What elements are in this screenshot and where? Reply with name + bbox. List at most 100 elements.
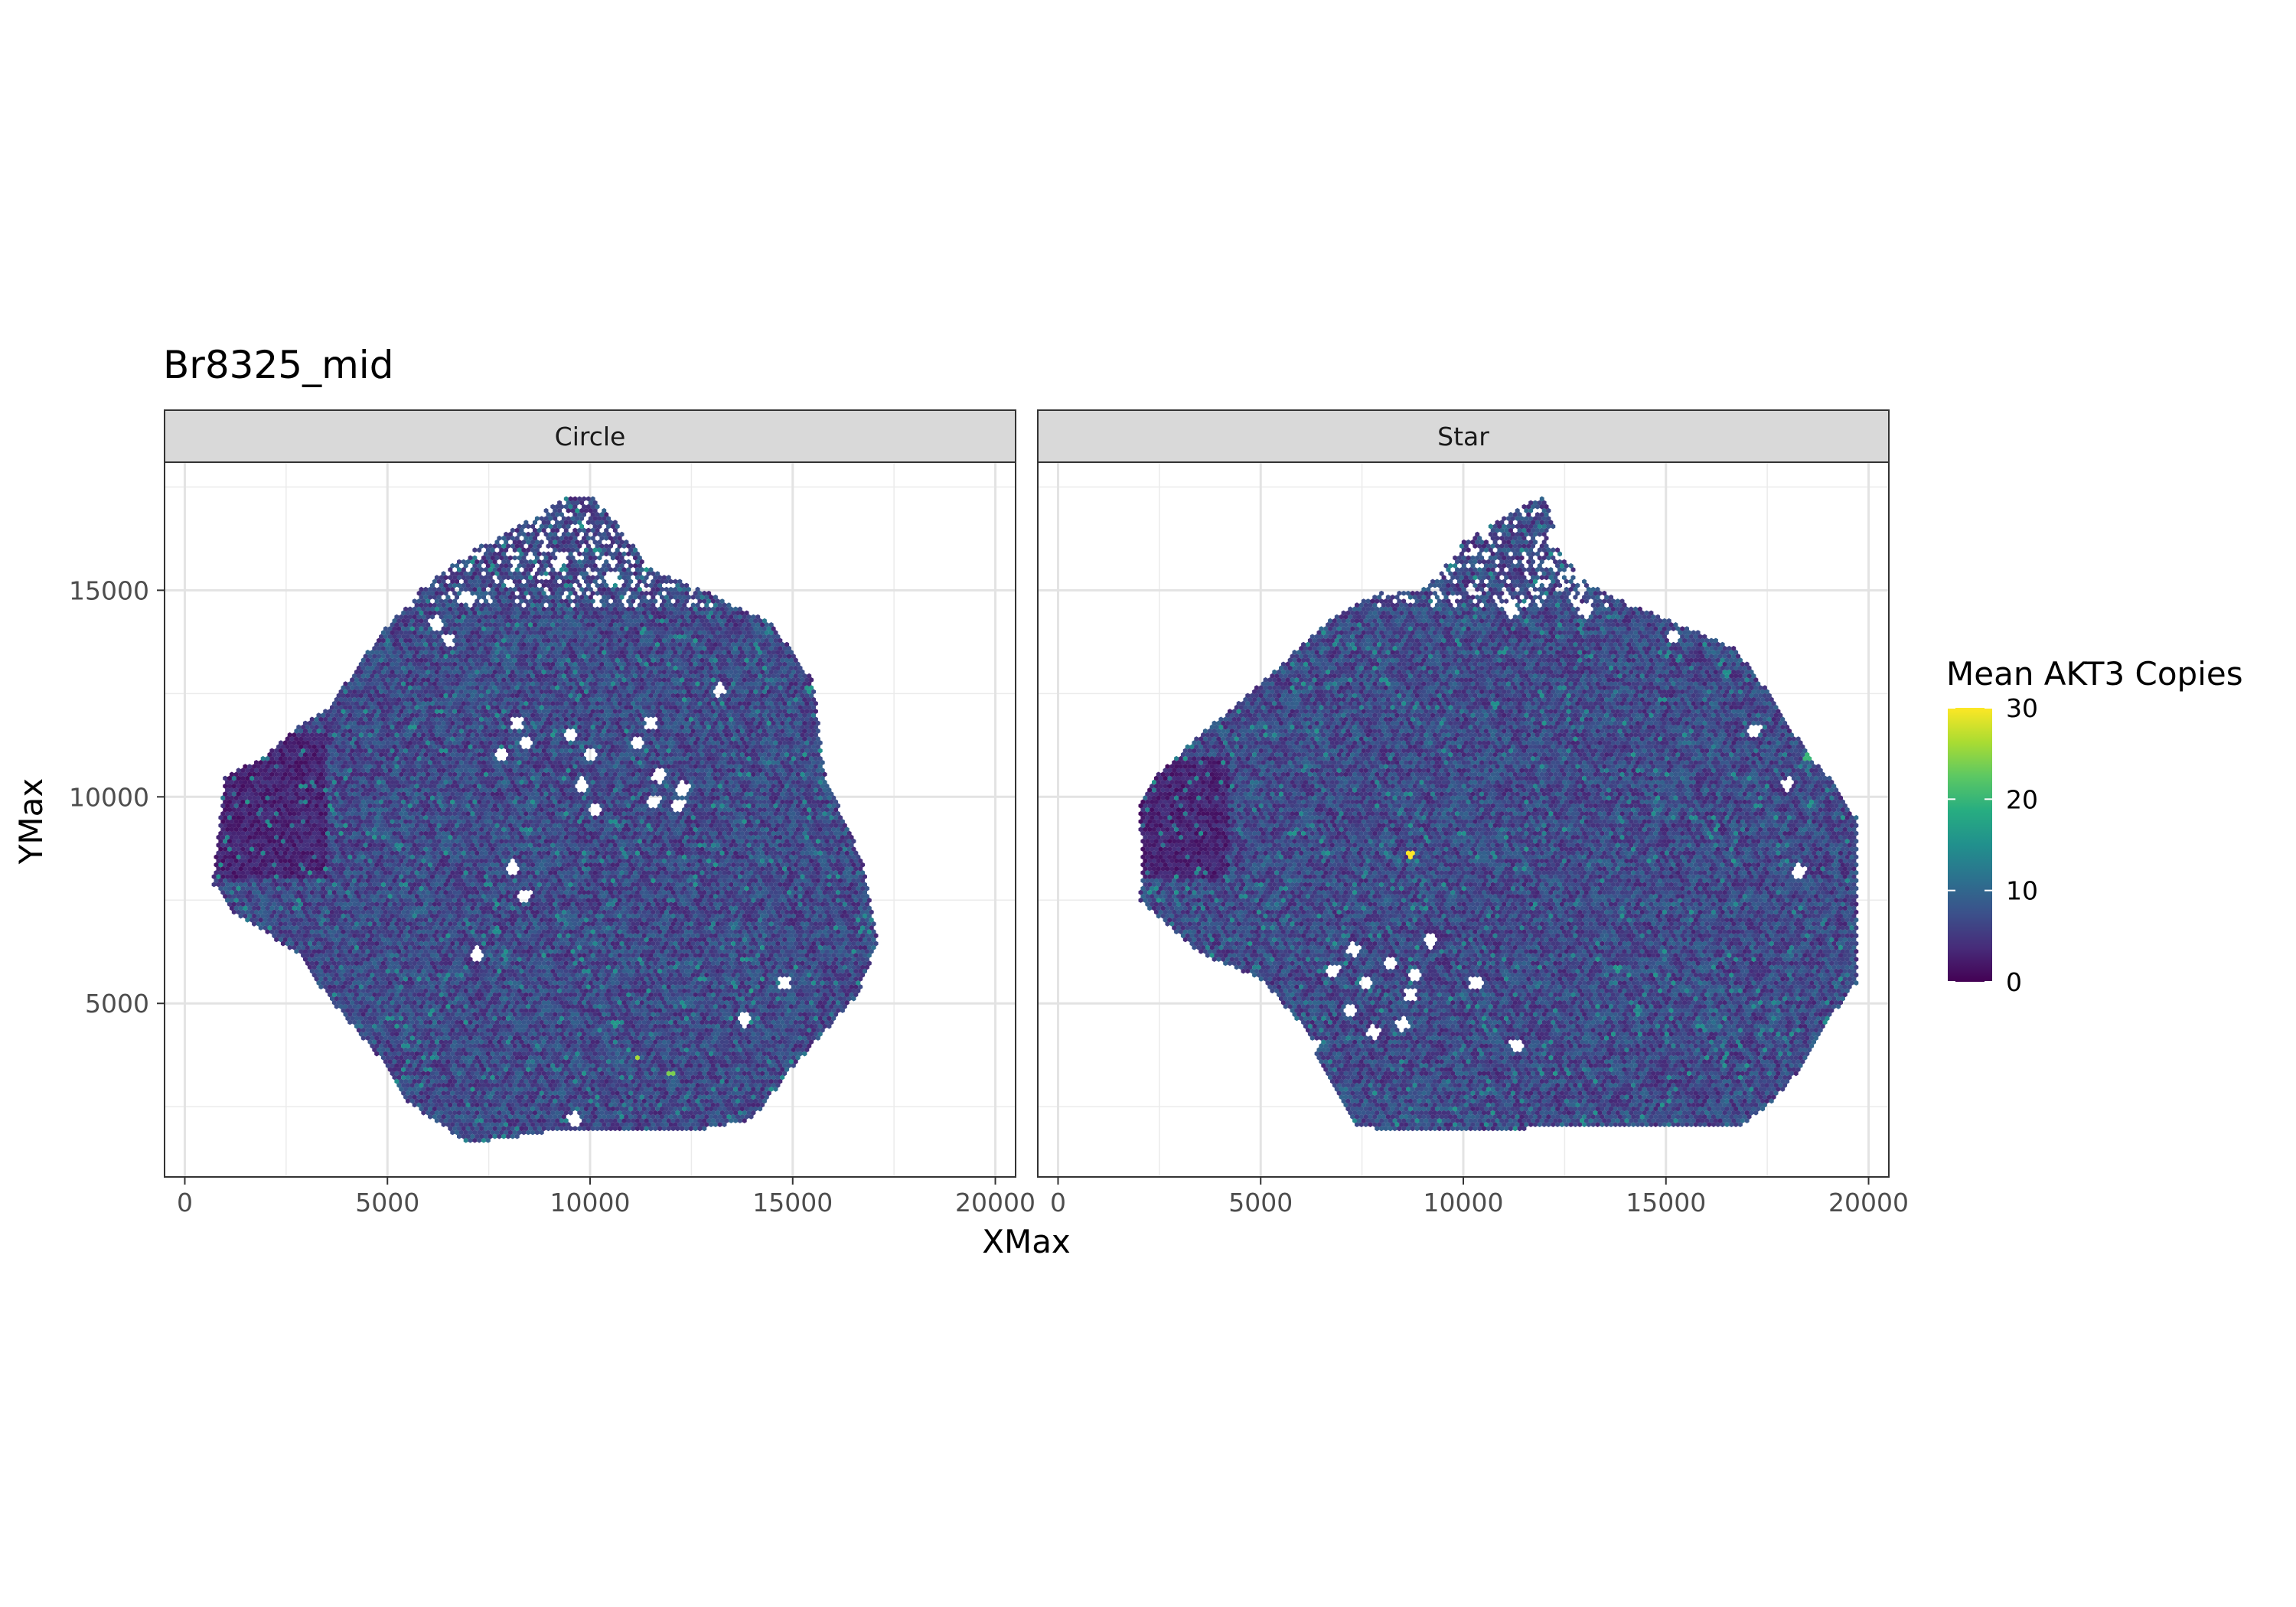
hexbin-cell <box>450 1113 455 1120</box>
hexbin-cell <box>599 1102 605 1108</box>
hexbin-cell <box>490 1113 495 1120</box>
hexbin-cell <box>722 1113 727 1120</box>
hexbin-cell <box>432 1106 437 1112</box>
hexbin-cell <box>568 1126 573 1132</box>
hexbin-cell <box>553 1122 558 1127</box>
hexbin-cell <box>579 1122 585 1127</box>
hexbin-cell <box>514 1126 520 1132</box>
hexbin-cell <box>406 1098 410 1104</box>
hexbin-cell <box>432 1113 437 1120</box>
hexbin-cell <box>639 1110 644 1116</box>
hexbin-cell <box>534 1106 540 1112</box>
hexbin-cell <box>436 1113 442 1120</box>
hexbin-cell <box>439 1094 444 1100</box>
hexbin-cell <box>477 1098 482 1104</box>
hexbin-cell <box>670 1126 676 1132</box>
hexbin-cell <box>430 1102 435 1108</box>
hexbin-cell <box>559 1102 564 1108</box>
hexbin-cell <box>559 1126 564 1132</box>
hexbin-cell <box>680 1110 685 1116</box>
hexbin-cell <box>693 1094 698 1100</box>
hexbin-cell <box>555 1110 560 1116</box>
hexbin-cell <box>430 1094 435 1100</box>
hexbin-cell <box>597 1122 602 1127</box>
hexbin-cell <box>541 1118 546 1123</box>
hexbin-cell <box>660 1098 664 1104</box>
hexbin-cell <box>680 1102 685 1108</box>
hexbin-cell <box>733 1102 739 1108</box>
hexbin-cell <box>548 1106 553 1112</box>
hexbin-cell <box>539 1106 544 1112</box>
hexbin-cell <box>409 1098 415 1104</box>
hexbin-cell <box>512 1122 517 1127</box>
hexbin-cell <box>670 1110 676 1116</box>
hexbin-cell <box>485 1137 491 1143</box>
hexbin-cell <box>490 1098 495 1104</box>
hexbin-cell <box>582 1126 586 1132</box>
hexbin-cell <box>661 1110 667 1116</box>
hexbin-cell <box>443 1094 448 1100</box>
hexbin-cell <box>612 1110 618 1116</box>
hexbin-cell <box>713 1122 718 1127</box>
hexbin-cell <box>719 1094 725 1100</box>
hexbin-cell <box>468 1129 473 1136</box>
hexbin-cell <box>621 1094 627 1100</box>
hexbin-cell <box>653 1102 658 1108</box>
hexbin-cell <box>557 1122 562 1127</box>
hexbin-cell <box>514 1118 520 1123</box>
hexbin-cell <box>436 1106 442 1112</box>
hexbin-cell <box>731 1106 736 1112</box>
hexbin-cell <box>533 1102 537 1108</box>
hexbin-cell <box>472 1098 478 1104</box>
hexbin-cell <box>455 1106 459 1112</box>
hexbin-cell <box>539 1129 544 1136</box>
hexbin-cell <box>717 1098 722 1104</box>
hexbin-cell <box>744 1106 749 1112</box>
hexbin-cell <box>546 1126 551 1132</box>
facet-circle: Circle 0 5000 10000 15000 20000 500010000150… <box>69 409 1035 1217</box>
hexbin-cell <box>684 1094 689 1100</box>
hexbin-cell <box>742 1094 747 1100</box>
hexbin-cell <box>557 1113 562 1120</box>
hexbin-cell <box>465 1118 471 1123</box>
hexbin-cell <box>548 1122 553 1127</box>
hexbin-cell <box>626 1126 631 1132</box>
hexbin-cell <box>682 1098 687 1104</box>
hexbin-cell <box>641 1113 647 1120</box>
hexbin-cell <box>655 1113 660 1120</box>
hexbin-cell <box>687 1106 691 1112</box>
hexbin-cell <box>452 1126 458 1132</box>
hexbin-cell <box>423 1106 429 1112</box>
hexbin-cell <box>443 1110 448 1116</box>
hexbin-cell <box>670 1094 676 1100</box>
hexbin-cell <box>526 1106 531 1112</box>
hexbin-cell <box>595 1118 600 1123</box>
hexbin-cell <box>472 1113 478 1120</box>
hexbin-cell <box>661 1094 667 1100</box>
hexbin-cell <box>561 1098 566 1104</box>
hexbin-cell <box>619 1098 625 1104</box>
hexbin-cell <box>563 1110 569 1116</box>
hexbin-cell <box>746 1102 752 1108</box>
hexbin-cell <box>450 1122 455 1127</box>
hexbin-cell <box>468 1113 473 1120</box>
hexbin-cell <box>704 1106 709 1112</box>
hexbin-cell <box>599 1094 605 1100</box>
hexbin-cell <box>546 1110 551 1116</box>
hexbin-cell <box>497 1110 502 1116</box>
hexbin-cell <box>492 1118 497 1123</box>
hexbin-cell <box>539 1113 544 1120</box>
hexbin-cell <box>677 1098 683 1104</box>
hexbin-cell <box>597 1113 602 1120</box>
hexbin-cell <box>468 1137 473 1143</box>
hexbin-cell <box>497 1102 502 1108</box>
hexbin-cell <box>555 1118 560 1123</box>
hexbin-cell <box>719 1102 725 1108</box>
hexbin-cell <box>497 1094 502 1100</box>
hexbin-cell <box>717 1106 722 1112</box>
hexbin-cell <box>746 1094 752 1100</box>
hexbin-cell <box>724 1118 729 1123</box>
hexbin-cell <box>595 1110 600 1116</box>
hexbin-cell <box>592 1122 598 1127</box>
hexbin-cell <box>635 1094 640 1100</box>
